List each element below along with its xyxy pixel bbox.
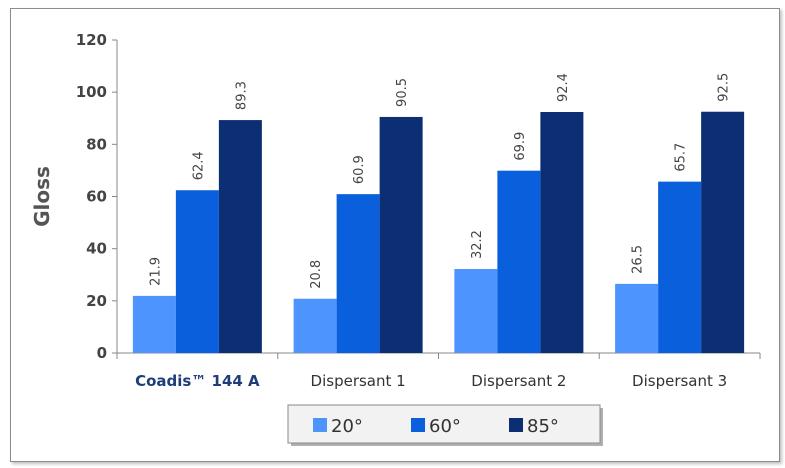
- bar: [615, 283, 659, 353]
- bar: [132, 295, 176, 353]
- x-tick-label: Coadis™ 144 A: [135, 372, 260, 390]
- bar: [336, 194, 380, 353]
- data-label: 62.4: [191, 151, 206, 180]
- bar: [218, 120, 262, 353]
- y-tick-label: 120: [76, 31, 107, 49]
- bar: [175, 190, 219, 353]
- legend-swatch: [411, 418, 425, 432]
- bar: [454, 269, 498, 353]
- legend: 20° 60° 85°: [287, 404, 603, 446]
- data-label: 60.9: [352, 155, 367, 184]
- bars: 21.9 62.4 89.3 20.8 60.9 90.5 32.2 69.9 92.4 26.5…: [132, 73, 745, 354]
- data-label: 89.3: [234, 81, 249, 110]
- legend-label: 20°: [331, 416, 363, 437]
- axes: 0 20 40 60 80 100 120 Gloss Coadis™ 144 A Dispers…: [30, 31, 761, 390]
- data-label: 65.7: [674, 143, 689, 172]
- y-tick-label: 20: [86, 292, 107, 310]
- x-tick-label: Dispersant 3: [632, 372, 727, 390]
- bar: [497, 170, 541, 353]
- legend-swatch: [509, 418, 523, 432]
- y-tick-label: 80: [86, 135, 107, 153]
- legend-label: 60°: [429, 416, 461, 437]
- y-tick-label: 100: [76, 83, 107, 101]
- legend-label: 85°: [527, 416, 559, 437]
- data-label: 26.5: [631, 245, 646, 274]
- bar: [540, 111, 584, 354]
- legend-swatch: [313, 418, 327, 432]
- data-label: 90.5: [395, 78, 410, 107]
- data-label: 20.8: [309, 260, 324, 289]
- y-axis-label: Gloss: [30, 166, 54, 227]
- data-label: 92.5: [717, 73, 732, 102]
- y-tick-label: 40: [86, 240, 107, 258]
- data-label: 69.9: [513, 132, 528, 161]
- y-tick-label: 60: [86, 188, 107, 206]
- y-tick-label: 0: [97, 344, 107, 362]
- x-tick-label: Dispersant 1: [311, 372, 406, 390]
- legend-box: [287, 404, 601, 444]
- bar: [658, 181, 702, 353]
- bar: [701, 111, 745, 354]
- bar: [293, 298, 337, 353]
- data-label: 92.4: [556, 73, 571, 102]
- data-label: 32.2: [470, 230, 485, 259]
- bar: [379, 116, 423, 353]
- x-tick-label: Dispersant 2: [471, 372, 566, 390]
- data-label: 21.9: [148, 257, 163, 286]
